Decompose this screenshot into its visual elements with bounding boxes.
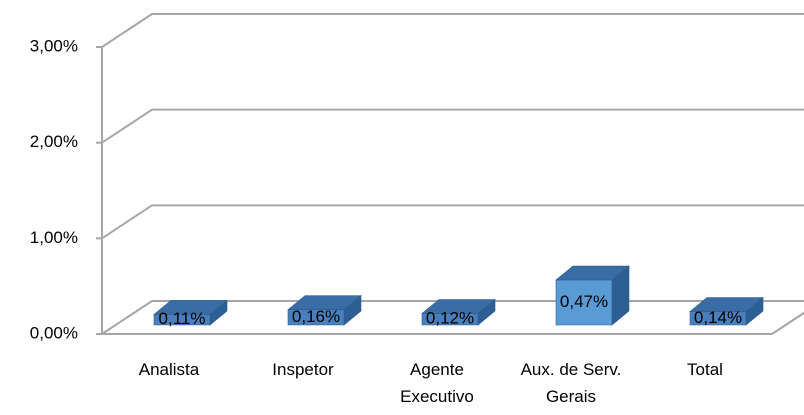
y-tick-label: 1,00% <box>30 228 78 247</box>
grid-line <box>101 204 804 240</box>
y-tick-label: 2,00% <box>30 132 78 151</box>
bar-face <box>421 313 479 326</box>
grid-line <box>101 13 804 48</box>
x-tick-label: Aux. de Serv. Gerais <box>520 360 622 406</box>
bar <box>421 298 496 326</box>
y-tick-label: 0,00% <box>30 323 78 342</box>
x-tick-label: Analista <box>138 360 200 379</box>
x-tick-label: Agente Executivo <box>400 360 474 406</box>
value-label: 0,16% <box>292 307 340 326</box>
bar <box>689 296 764 326</box>
bar-face <box>153 314 211 326</box>
grid-line <box>101 108 804 144</box>
bar-face <box>689 311 747 326</box>
bar <box>287 295 362 326</box>
bar <box>153 299 228 326</box>
value-label: 0,11% <box>159 309 206 328</box>
bar <box>555 265 630 326</box>
x-tick-label: Inspetor <box>272 360 334 379</box>
floor-right <box>771 311 804 335</box>
value-label: 0,47% <box>560 292 608 311</box>
y-tick-label: 3,00% <box>30 36 78 55</box>
value-label: 0,12% <box>426 309 474 328</box>
bar-face <box>555 279 613 326</box>
bar-face <box>287 309 345 326</box>
x-tick-label: Total <box>687 360 723 379</box>
value-label: 0,14% <box>694 308 742 327</box>
